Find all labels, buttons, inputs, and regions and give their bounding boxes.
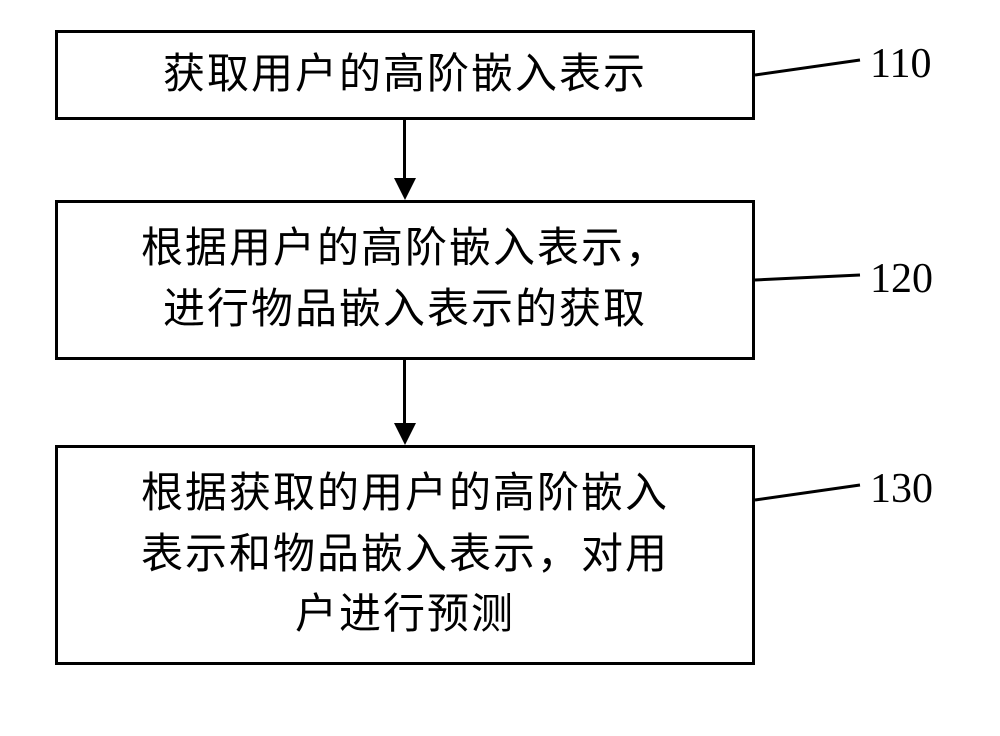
flow-step-3: 根据获取的用户的高阶嵌入表示和物品嵌入表示，对用户进行预测 [55,445,755,665]
flow-label-2: 120 [870,255,933,303]
flow-label-1: 110 [870,40,931,88]
flow-step-1: 获取用户的高阶嵌入表示 [55,30,755,120]
flowchart-canvas: 获取用户的高阶嵌入表示 110 根据用户的高阶嵌入表示，进行物品嵌入表示的获取 … [0,0,1000,736]
arrow-1-head [394,178,416,200]
arrow-1-line [403,120,406,178]
arrow-2-head [394,423,416,445]
flow-label-3: 130 [870,465,933,513]
flow-step-2: 根据用户的高阶嵌入表示，进行物品嵌入表示的获取 [55,200,755,360]
arrow-2-line [403,360,406,423]
flow-step-3-text: 根据获取的用户的高阶嵌入表示和物品嵌入表示，对用户进行预测 [141,464,669,647]
flow-step-2-text: 根据用户的高阶嵌入表示，进行物品嵌入表示的获取 [141,219,669,341]
flow-step-1-text: 获取用户的高阶嵌入表示 [163,45,647,106]
